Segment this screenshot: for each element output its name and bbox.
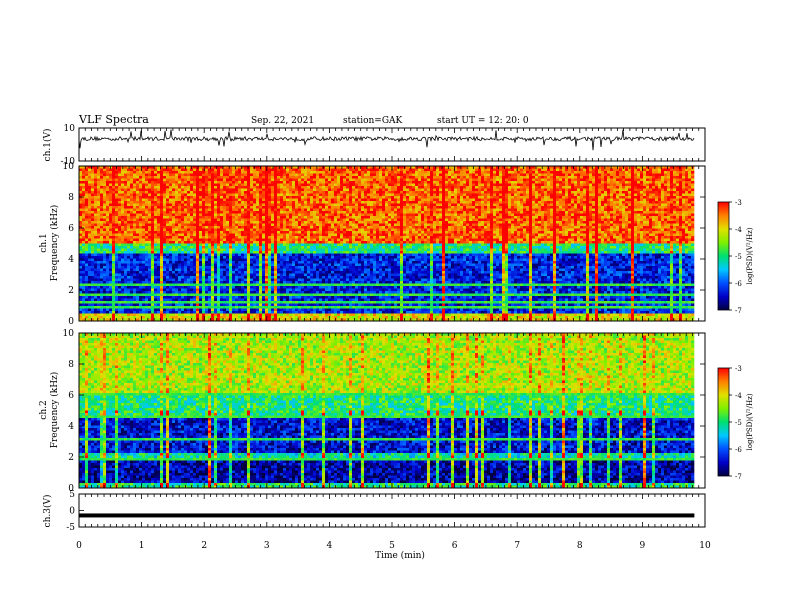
frequency-tick-label: 8 <box>68 193 74 203</box>
colorbar-tick-label: -4 <box>735 392 742 400</box>
ch1-frequency-label: Frequency (kHz) <box>49 205 60 282</box>
ch3-waveform-ylabel: ch.3(V) <box>42 495 53 528</box>
time-tick-label: 10 <box>699 541 711 551</box>
time-tick-label: 0 <box>76 541 82 551</box>
colorbar-tick-label: -7 <box>735 307 742 315</box>
ch1-channel-label: ch.1 <box>39 233 49 252</box>
colorbar-tick-label: -4 <box>735 226 742 234</box>
waveform-tick-label: -5 <box>66 523 75 533</box>
colorbar-tick-label: -5 <box>735 419 742 427</box>
ch1-colorbar-label: log(PSD)(V²/Hz) <box>746 227 754 284</box>
ch2-spectrogram-image <box>79 333 694 488</box>
colorbar-tick-label: -6 <box>735 280 742 288</box>
frequency-tick-label: 8 <box>68 360 74 370</box>
time-tick-label: 3 <box>264 541 270 551</box>
station-label: station=GAK <box>343 116 403 126</box>
ch2-colorbar-gradient <box>718 368 729 476</box>
time-tick-label: 7 <box>514 541 520 551</box>
frequency-tick-label: 2 <box>68 453 74 463</box>
frequency-tick-label: 10 <box>63 329 75 339</box>
waveform-tick-label: 10 <box>64 124 76 134</box>
figure-title: VLF Spectra <box>78 113 149 126</box>
date-label: Sep. 22, 2021 <box>251 116 314 126</box>
waveform-tick-label: 5 <box>69 490 75 500</box>
colorbar-tick-label: -7 <box>735 473 742 481</box>
frequency-tick-label: 4 <box>68 422 74 432</box>
colorbar-tick-label: -3 <box>735 365 742 373</box>
time-tick-label: 1 <box>139 541 145 551</box>
frequency-tick-label: 4 <box>68 255 74 265</box>
time-axis-label: Time (min) <box>375 550 425 561</box>
frequency-tick-label: 6 <box>68 391 74 401</box>
ch2-colorbar: -3 -4 -5 -6 -7 log(PSD)(V²/Hz) <box>718 365 754 481</box>
ch1-waveform-trace <box>79 130 694 151</box>
ch1-spectrogram-image <box>79 166 694 321</box>
ch2-colorbar-ticks: -3 -4 -5 -6 -7 <box>729 365 742 481</box>
start-ut-label: start UT = 12: 20: 0 <box>437 116 529 126</box>
ch2-frequency-label: Frequency (kHz) <box>49 372 60 449</box>
time-tick-label: 5 <box>389 541 395 551</box>
ch3-waveform-trace <box>79 513 694 517</box>
ch1-colorbar: -3 -4 -5 -6 -7 log(PSD)(V²/Hz) <box>718 199 754 315</box>
waveform-tick-label: 0 <box>69 507 75 517</box>
frequency-tick-label: 0 <box>68 317 74 327</box>
ch2-colorbar-label: log(PSD)(V²/Hz) <box>746 393 754 450</box>
time-tick-label: 2 <box>201 541 207 551</box>
colorbar-tick-label: -5 <box>735 253 742 261</box>
time-tick-label: 6 <box>452 541 458 551</box>
colorbar-tick-label: -3 <box>735 199 742 207</box>
ch1-spectrogram-panel: 0 2 4 6 8 10 ch.1 Frequency (kHz) <box>39 162 705 327</box>
frequency-tick-label: 6 <box>68 224 74 234</box>
colorbar-tick-label: -6 <box>735 446 742 454</box>
frequency-tick-label: 10 <box>63 162 75 172</box>
frequency-tick-label: 2 <box>68 286 74 296</box>
ch1-colorbar-gradient <box>718 202 729 310</box>
ch2-channel-label: ch.2 <box>39 400 49 419</box>
time-tick-label: 9 <box>640 541 646 551</box>
time-tick-label: 4 <box>327 541 333 551</box>
ch1-colorbar-ticks: -3 -4 -5 -6 -7 <box>729 199 742 315</box>
ch1-waveform-ylabel: ch.1(V) <box>42 129 53 162</box>
time-tick-label: 8 <box>577 541 583 551</box>
